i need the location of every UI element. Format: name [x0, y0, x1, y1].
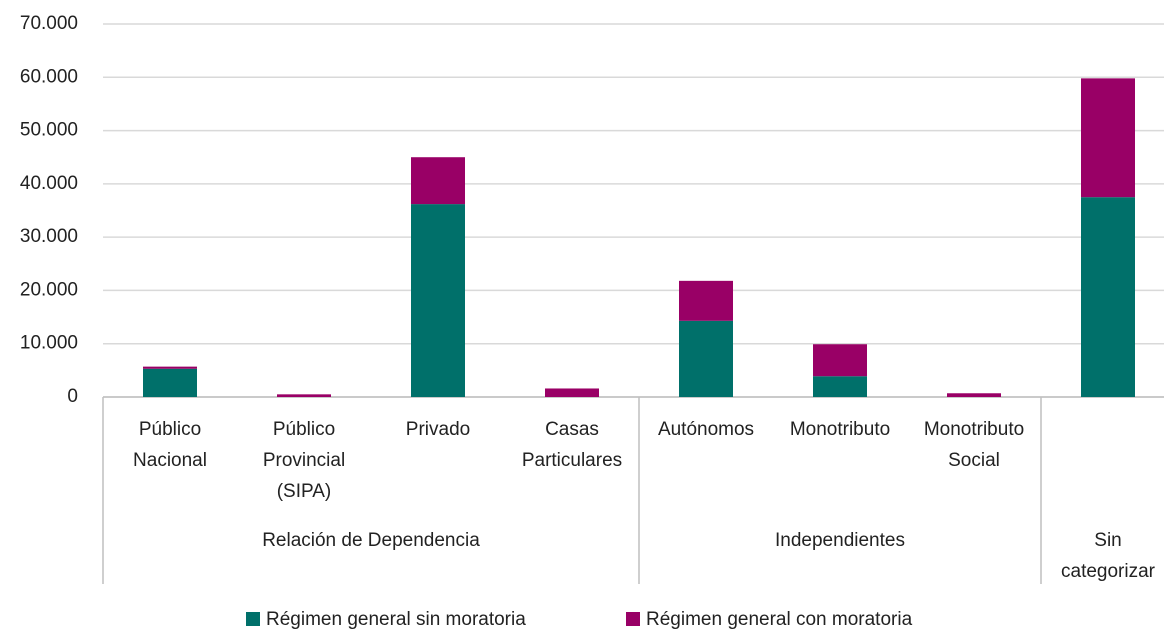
x-tick-label: Monotributo [790, 419, 890, 440]
bar [143, 366, 197, 369]
x-tick-label: Nacional [133, 450, 207, 471]
bar [679, 280, 733, 321]
y-tick-label: 30.000 [20, 226, 78, 247]
bar [947, 393, 1001, 397]
y-tick-label: 40.000 [20, 173, 78, 194]
group-label: Sin [1094, 530, 1121, 551]
group-label: Independientes [775, 530, 905, 551]
x-tick-label: Privado [406, 419, 470, 440]
y-tick-label: 50.000 [20, 120, 78, 141]
y-tick-label: 70.000 [20, 13, 78, 34]
legend-label: Régimen general sin moratoria [266, 609, 526, 630]
y-tick-label: 20.000 [20, 279, 78, 300]
bar [679, 320, 733, 397]
bar [1081, 78, 1135, 198]
y-tick-label: 0 [67, 386, 78, 407]
x-tick-label: Monotributo [924, 419, 1024, 440]
legend-swatch [246, 612, 260, 626]
x-tick-label: Social [948, 450, 1000, 471]
bar [545, 388, 599, 397]
legend-swatch [626, 612, 640, 626]
x-tick-label: Particulares [522, 450, 622, 471]
group-label: Relación de Dependencia [262, 530, 480, 551]
bar [143, 368, 197, 397]
x-tick-label: Público [273, 419, 335, 440]
bar [813, 344, 867, 377]
x-tick-label: Casas [545, 419, 599, 440]
x-tick-label: Público [139, 419, 201, 440]
bar [411, 157, 465, 205]
bar [813, 376, 867, 397]
legend-label: Régimen general con moratoria [646, 609, 913, 630]
y-tick-label: 10.000 [20, 333, 78, 354]
bar [1081, 197, 1135, 397]
bar [411, 204, 465, 397]
bar [277, 394, 331, 397]
x-tick-label: Autónomos [658, 419, 754, 440]
x-tick-label: Provincial [263, 450, 345, 471]
x-tick-label: (SIPA) [277, 481, 332, 502]
group-label: categorizar [1061, 561, 1156, 582]
y-tick-label: 60.000 [20, 66, 78, 87]
